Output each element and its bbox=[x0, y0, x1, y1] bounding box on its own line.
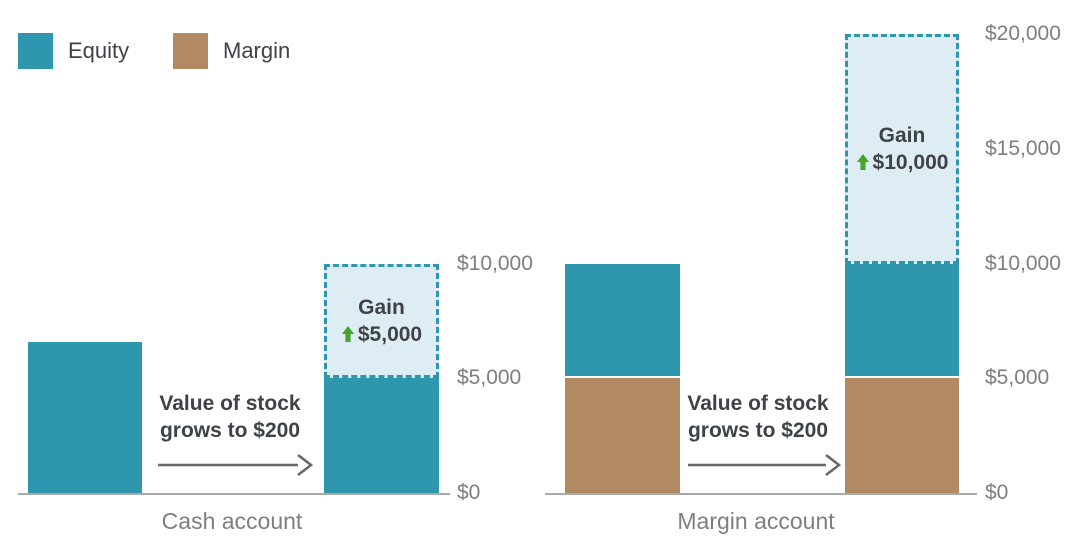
legend-label-equity: Equity bbox=[68, 38, 130, 63]
margin-swatch-icon bbox=[173, 33, 208, 69]
legend-item-equity: Equity bbox=[18, 33, 129, 69]
y-tick-label: $10,000 bbox=[457, 251, 533, 275]
gain-label: Gain bbox=[358, 295, 405, 319]
equity-swatch-icon bbox=[18, 33, 53, 69]
y-tick-label: $20,000 bbox=[985, 22, 1061, 45]
gain-up-arrow-icon bbox=[341, 326, 354, 343]
gain-box: Gain $5,000 bbox=[324, 263, 439, 379]
bar-segment-equity bbox=[28, 341, 142, 493]
legend: Equity Margin bbox=[0, 0, 400, 80]
gain-amount: $10,000 bbox=[856, 149, 948, 176]
growth-annotation: Value of stock grows to $200 bbox=[110, 390, 350, 444]
bar-segment-margin bbox=[565, 378, 680, 493]
gain-up-arrow-icon bbox=[856, 154, 869, 171]
legend-item-margin: Margin bbox=[173, 33, 290, 69]
category-label: Cash account bbox=[161, 508, 303, 534]
gain-label: Gain bbox=[878, 123, 926, 147]
growth-arrow-icon bbox=[688, 451, 842, 484]
y-tick-label: $15,000 bbox=[985, 136, 1061, 160]
y-tick-label: $5,000 bbox=[457, 366, 522, 390]
annotation-line1: Value of stock bbox=[687, 392, 829, 415]
y-tick-label: $0 bbox=[457, 481, 481, 504]
bar-segment-equity bbox=[565, 263, 680, 377]
gain-amount: $5,000 bbox=[341, 321, 422, 348]
annotation-line2: grows to $200 bbox=[159, 419, 301, 442]
x-axis-line bbox=[545, 493, 977, 495]
y-tick-label: $0 bbox=[985, 481, 1009, 504]
legend-label-margin: Margin bbox=[223, 38, 291, 63]
bar-segment-margin bbox=[845, 378, 959, 493]
gain-box: Gain $10,000 bbox=[845, 34, 959, 264]
x-axis-line bbox=[18, 493, 450, 495]
growth-annotation: Value of stock grows to $200 bbox=[638, 390, 878, 444]
y-tick-label: $5,000 bbox=[985, 366, 1050, 390]
annotation-line1: Value of stock bbox=[159, 392, 301, 415]
bar-segment-equity bbox=[324, 378, 439, 493]
category-label: Margin account bbox=[677, 508, 835, 534]
growth-arrow-icon bbox=[158, 451, 314, 484]
annotation-line2: grows to $200 bbox=[687, 419, 829, 442]
y-tick-label: $10,000 bbox=[985, 251, 1061, 275]
bar-segment-equity bbox=[845, 263, 959, 377]
